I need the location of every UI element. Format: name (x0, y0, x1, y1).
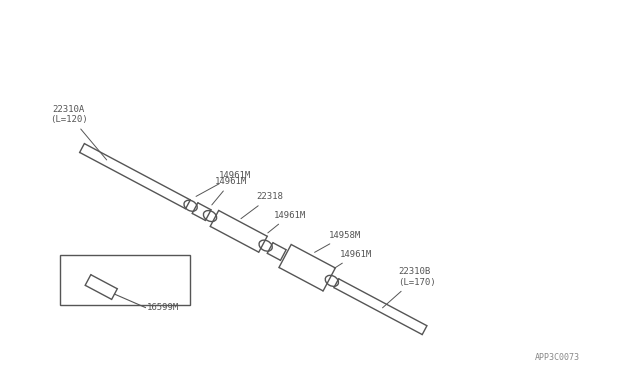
Text: 16599M: 16599M (147, 303, 179, 312)
Text: 14961M: 14961M (196, 171, 251, 196)
Bar (60, 255, 190, 305)
Text: 14958M: 14958M (315, 231, 362, 252)
Text: 22318: 22318 (241, 192, 284, 219)
Text: 22310A
(L=120): 22310A (L=120) (50, 105, 107, 160)
Text: 14961M: 14961M (212, 177, 247, 205)
Text: 14961M: 14961M (334, 250, 372, 268)
Text: 22310B
(L=170): 22310B (L=170) (383, 267, 436, 308)
Text: APP3C0073: APP3C0073 (535, 353, 580, 362)
Text: 14961M: 14961M (268, 211, 306, 233)
